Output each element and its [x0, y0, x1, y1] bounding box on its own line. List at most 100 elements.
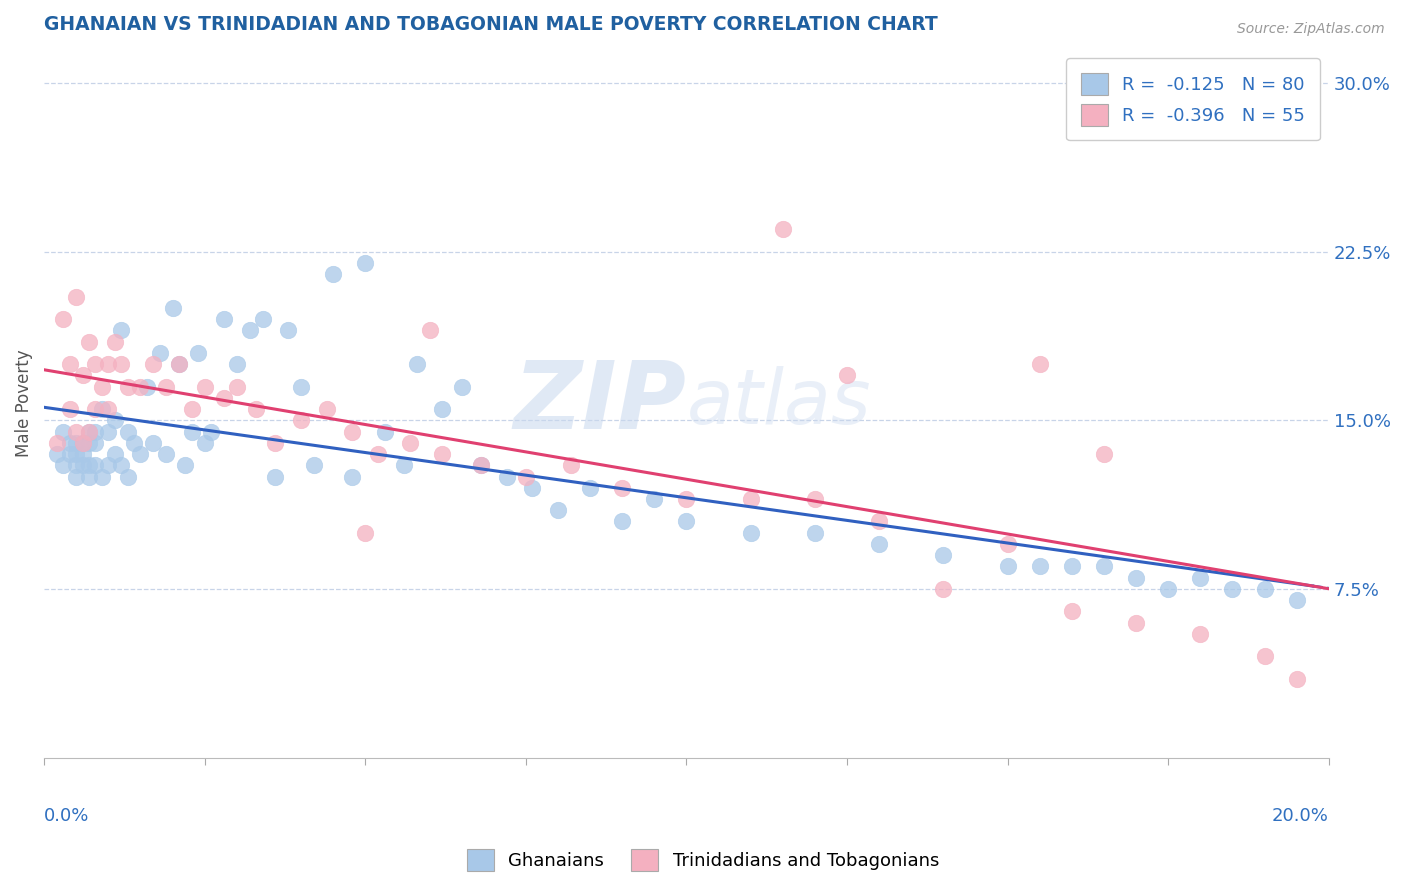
Point [84, 425, 107, 439]
Text: Source: ZipAtlas.com: Source: ZipAtlas.com [1237, 22, 1385, 37]
Point [277, 323, 299, 337]
Point [97, 357, 120, 371]
Point [194, 379, 217, 393]
Point [52, 458, 75, 473]
Point [1092, 559, 1115, 574]
Point [149, 346, 172, 360]
Point [65, 458, 87, 473]
Point [1253, 582, 1275, 596]
Y-axis label: Male Poverty: Male Poverty [15, 350, 32, 458]
Point [264, 469, 287, 483]
Point [495, 469, 517, 483]
Point [835, 368, 858, 383]
Point [104, 413, 127, 427]
Point [804, 525, 827, 540]
Point [1285, 593, 1308, 607]
Point [65, 425, 87, 439]
Point [162, 301, 184, 315]
Point [212, 312, 235, 326]
Point [560, 458, 582, 473]
Text: GHANAIAN VS TRINIDADIAN AND TOBAGONIAN MALE POVERTY CORRELATION CHART: GHANAIAN VS TRINIDADIAN AND TOBAGONIAN M… [44, 15, 938, 34]
Point [515, 469, 537, 483]
Point [142, 357, 165, 371]
Point [868, 515, 890, 529]
Point [90, 402, 112, 417]
Point [932, 582, 955, 596]
Point [84, 435, 107, 450]
Point [612, 481, 634, 495]
Point [212, 391, 235, 405]
Point [418, 323, 440, 337]
Point [675, 491, 697, 506]
Point [59, 357, 82, 371]
Point [1028, 357, 1050, 371]
Point [65, 447, 87, 461]
Point [804, 491, 827, 506]
Point [122, 435, 145, 450]
Point [868, 537, 890, 551]
Point [174, 458, 197, 473]
Point [643, 491, 665, 506]
Point [59, 402, 82, 417]
Point [432, 447, 454, 461]
Point [432, 402, 454, 417]
Point [740, 491, 762, 506]
Point [932, 548, 955, 562]
Point [997, 537, 1019, 551]
Text: atlas: atlas [686, 367, 870, 441]
Point [97, 458, 120, 473]
Point [675, 515, 697, 529]
Point [90, 469, 112, 483]
Point [110, 458, 132, 473]
Point [72, 447, 94, 461]
Point [290, 379, 312, 393]
Point [399, 435, 422, 450]
Point [77, 425, 100, 439]
Point [367, 447, 389, 461]
Point [180, 425, 202, 439]
Point [740, 525, 762, 540]
Point [65, 435, 87, 450]
Point [187, 346, 209, 360]
Point [117, 379, 139, 393]
Point [245, 402, 267, 417]
Point [200, 425, 222, 439]
Text: ZIP: ZIP [513, 358, 686, 450]
Point [52, 425, 75, 439]
Point [522, 481, 544, 495]
Point [77, 458, 100, 473]
Point [77, 334, 100, 349]
Point [450, 379, 472, 393]
Legend: R =  -0.125   N = 80, R =  -0.396   N = 55: R = -0.125 N = 80, R = -0.396 N = 55 [1066, 59, 1320, 140]
Point [354, 525, 377, 540]
Point [97, 425, 120, 439]
Point [65, 290, 87, 304]
Point [290, 413, 312, 427]
Point [264, 435, 287, 450]
Point [117, 425, 139, 439]
Point [129, 379, 152, 393]
Point [342, 469, 364, 483]
Point [46, 447, 69, 461]
Point [72, 368, 94, 383]
Point [470, 458, 492, 473]
Point [772, 222, 794, 236]
Point [65, 469, 87, 483]
Point [1060, 559, 1083, 574]
Point [1222, 582, 1244, 596]
Point [155, 379, 177, 393]
Point [612, 515, 634, 529]
Point [77, 425, 100, 439]
Point [84, 458, 107, 473]
Point [1189, 571, 1212, 585]
Point [84, 402, 107, 417]
Point [579, 481, 602, 495]
Point [110, 323, 132, 337]
Legend: Ghanaians, Trinidadians and Tobagonians: Ghanaians, Trinidadians and Tobagonians [460, 842, 946, 879]
Point [1028, 559, 1050, 574]
Point [167, 357, 190, 371]
Point [315, 402, 337, 417]
Point [59, 435, 82, 450]
Point [392, 458, 415, 473]
Point [1092, 447, 1115, 461]
